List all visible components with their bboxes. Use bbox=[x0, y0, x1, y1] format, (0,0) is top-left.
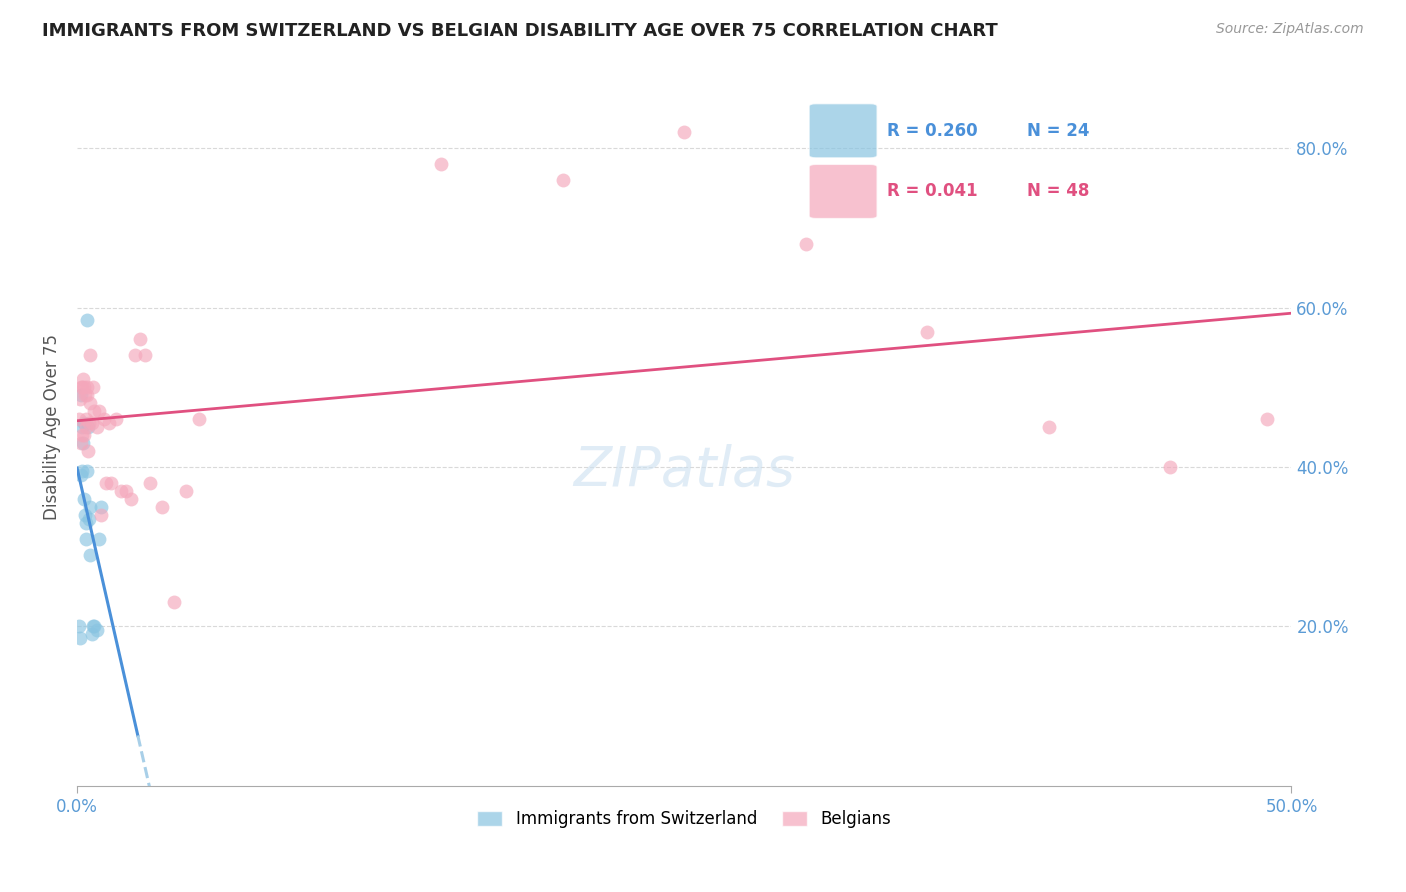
Point bbox=[1159, 460, 1181, 475]
Point bbox=[124, 348, 146, 362]
Point bbox=[1256, 412, 1278, 426]
Point bbox=[73, 428, 96, 442]
Point bbox=[80, 416, 103, 430]
Point bbox=[75, 412, 97, 426]
Point bbox=[72, 380, 94, 394]
Point bbox=[69, 388, 91, 402]
Point bbox=[110, 483, 132, 498]
Point bbox=[129, 333, 152, 347]
Text: ZIPatlas: ZIPatlas bbox=[574, 443, 796, 497]
Point bbox=[83, 404, 105, 418]
Point bbox=[76, 388, 98, 402]
Point bbox=[430, 157, 453, 171]
Point bbox=[163, 595, 186, 609]
Point bbox=[673, 125, 696, 139]
Point bbox=[77, 420, 100, 434]
Point bbox=[72, 464, 94, 478]
Point bbox=[77, 444, 100, 458]
Point bbox=[79, 500, 101, 514]
Point bbox=[551, 173, 574, 187]
Point bbox=[80, 627, 103, 641]
Point bbox=[73, 508, 96, 522]
Text: Source: ZipAtlas.com: Source: ZipAtlas.com bbox=[1216, 22, 1364, 37]
Point bbox=[114, 483, 136, 498]
Point bbox=[139, 475, 162, 490]
Point bbox=[97, 416, 120, 430]
Point bbox=[73, 416, 96, 430]
Y-axis label: Disability Age Over 75: Disability Age Over 75 bbox=[44, 334, 60, 520]
Point bbox=[176, 483, 198, 498]
Point bbox=[70, 428, 93, 442]
Point bbox=[87, 532, 110, 546]
Point bbox=[73, 388, 96, 402]
Point bbox=[70, 420, 93, 434]
Point bbox=[76, 312, 98, 326]
Point bbox=[83, 619, 105, 633]
Point bbox=[70, 467, 93, 482]
Point bbox=[1038, 420, 1060, 434]
Point bbox=[73, 491, 96, 506]
Point bbox=[69, 392, 91, 407]
Point bbox=[82, 619, 104, 633]
Point bbox=[70, 380, 93, 394]
Point bbox=[75, 516, 97, 530]
Point bbox=[93, 412, 115, 426]
Point bbox=[69, 632, 91, 646]
Point bbox=[69, 436, 91, 450]
Point bbox=[90, 500, 112, 514]
Point bbox=[134, 348, 156, 362]
Point bbox=[82, 380, 104, 394]
Point bbox=[86, 624, 108, 638]
Point bbox=[67, 412, 90, 426]
Point bbox=[77, 416, 100, 430]
Point bbox=[96, 475, 118, 490]
Point bbox=[77, 512, 100, 526]
Point bbox=[76, 380, 98, 394]
Point bbox=[187, 412, 209, 426]
Point bbox=[104, 412, 127, 426]
Text: IMMIGRANTS FROM SWITZERLAND VS BELGIAN DISABILITY AGE OVER 75 CORRELATION CHART: IMMIGRANTS FROM SWITZERLAND VS BELGIAN D… bbox=[42, 22, 998, 40]
Point bbox=[72, 372, 94, 386]
Point bbox=[79, 548, 101, 562]
Point bbox=[75, 532, 97, 546]
Point bbox=[76, 464, 98, 478]
Point bbox=[90, 508, 112, 522]
Point bbox=[915, 325, 938, 339]
Point bbox=[794, 236, 817, 251]
Point bbox=[79, 348, 101, 362]
Point bbox=[86, 420, 108, 434]
Legend: Immigrants from Switzerland, Belgians: Immigrants from Switzerland, Belgians bbox=[471, 804, 898, 835]
Point bbox=[75, 420, 97, 434]
Point bbox=[87, 404, 110, 418]
Point bbox=[79, 396, 101, 410]
Point bbox=[150, 500, 173, 514]
Point bbox=[73, 380, 96, 394]
Point bbox=[67, 619, 90, 633]
Point bbox=[120, 491, 142, 506]
Point bbox=[72, 436, 94, 450]
Point bbox=[100, 475, 122, 490]
